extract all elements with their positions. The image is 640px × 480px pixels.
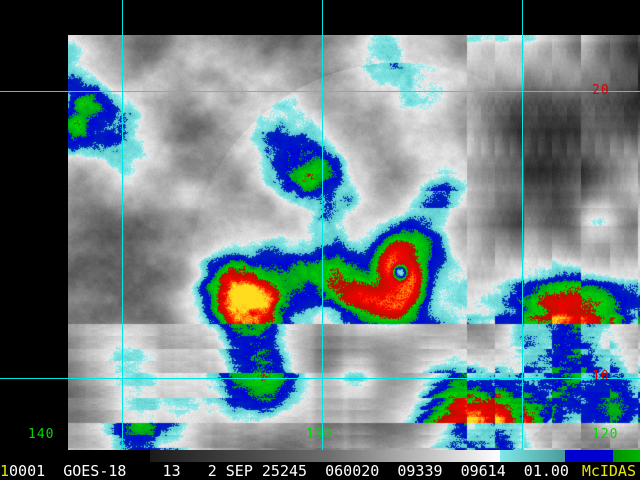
colorbar-segment-cyan	[500, 450, 565, 462]
enhancement-color-bar	[150, 450, 640, 462]
mcidas-brand-label: McIDAS	[581, 462, 636, 480]
colorbar-segment-green	[613, 450, 640, 462]
image-info-bar: 10001 GOES-18 13 2 SEP 25245 060020 0933…	[0, 462, 640, 480]
colorbar-segment-gray-ramp-light	[435, 450, 500, 462]
colorbar-segment-blue	[565, 450, 613, 462]
lon-label-140: 140	[28, 427, 55, 442]
frame-digit-label: 1	[0, 462, 10, 480]
satellite-image-viewport[interactable]	[68, 35, 640, 450]
lon-label-120: 120	[592, 427, 619, 442]
satellite-ir-image[interactable]	[68, 35, 640, 450]
image-info-text: 0001 GOES-18 13 2 SEP 25245 060020 09339…	[9, 462, 569, 480]
lat-label-20: 20	[592, 83, 610, 98]
lat-label-10: 10	[592, 369, 610, 384]
colorbar-segment-gray-ramp-dark	[150, 450, 330, 462]
lon-label-130: 130	[306, 427, 333, 442]
colorbar-segment-gray-ramp-mid	[330, 450, 435, 462]
